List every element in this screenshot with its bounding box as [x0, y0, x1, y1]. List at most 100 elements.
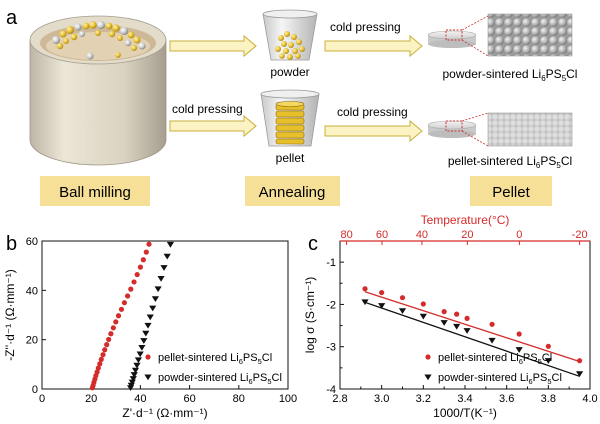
data-point-pellet-sintered [576, 358, 583, 364]
data-point-powder-sintered [144, 322, 152, 329]
x-tick-label: 2.8 [332, 393, 347, 405]
data-point-powder-sintered [131, 367, 140, 374]
data-point-pellet-sintered [464, 315, 470, 321]
data-point-powder-sintered [140, 338, 148, 344]
data-point-pellet-sintered [115, 313, 122, 319]
data-point-pellet-sintered [94, 369, 100, 375]
y-tick-label: 20 [26, 335, 38, 347]
x-tick-label: 3.6 [499, 393, 514, 405]
pellet-sintered-zoom [487, 112, 573, 147]
data-point-powder-sintered [133, 362, 141, 369]
pellet-label: pellet [276, 151, 305, 165]
svg-text:Ball milling: Ball milling [59, 184, 131, 201]
powder-sintered-zoom [487, 13, 573, 57]
data-point-pellet-sintered [100, 352, 106, 358]
data-point-pellet-sintered [441, 309, 447, 315]
legend-marker-powder-sintered [424, 374, 432, 381]
legend-label-powder-sintered: powder-sintered Li6PS5Cl [158, 372, 282, 386]
x-tick-label: 80 [233, 393, 245, 405]
top-axis-tick-label: 80 [340, 229, 352, 241]
data-point-pellet-sintered [102, 347, 108, 353]
plot-frame [41, 240, 289, 390]
fit-line-powder-sintered [364, 301, 580, 377]
panel-label-a: a [6, 7, 18, 29]
legend-label-pellet-sintered: pellet-sintered Li6PS5Cl [158, 352, 272, 366]
data-point-powder-sintered [160, 265, 168, 271]
data-point-powder-sintered [488, 337, 496, 344]
data-point-pellet-sintered [104, 342, 110, 348]
data-point-powder-sintered [127, 382, 135, 389]
x-tick-label: 40 [134, 393, 146, 405]
x-tick-label: 4.0 [582, 393, 597, 405]
arrow-powder-to-sintered [324, 34, 423, 58]
x-tick-label: 60 [183, 393, 195, 405]
pellet-sintered-label: pellet-sintered Li6PS5Cl [448, 154, 572, 170]
x-axis-label: 1000/T(K⁻¹) [433, 406, 497, 420]
data-point-pellet-sintered [125, 293, 131, 299]
data-point-pellet-sintered [545, 343, 551, 349]
pellet-crucible [260, 89, 320, 147]
powder-crucible [262, 9, 318, 61]
svg-text:Annealing: Annealing [259, 184, 326, 201]
data-point-pellet-sintered [97, 361, 103, 367]
x-tick-label: 3.8 [541, 393, 556, 405]
milling-balls [52, 21, 146, 60]
y-tick-label: 60 [26, 236, 38, 248]
data-point-powder-sintered [129, 376, 137, 382]
data-point-powder-sintered [453, 323, 461, 330]
cold-pressing-label-top: cold pressing [330, 20, 401, 34]
data-point-pellet-sintered [516, 331, 522, 337]
legend-marker-pellet-sintered [425, 354, 431, 360]
panel-label-b: b [6, 233, 17, 255]
data-point-powder-sintered [419, 313, 427, 320]
top-axis-tick-label: 60 [376, 229, 388, 241]
legend-marker-powder-sintered [144, 374, 152, 381]
data-point-powder-sintered [146, 314, 154, 321]
legend-label-powder-sintered: powder-sintered Li6PS5Cl [438, 372, 562, 386]
data-point-powder-sintered [440, 320, 448, 326]
x-tick-label: 0 [39, 393, 45, 405]
data-point-powder-sintered [138, 345, 146, 351]
top-axis-tick-label: -20 [572, 229, 588, 241]
fit-line-pellet-sintered [364, 291, 580, 363]
data-point-pellet-sintered [110, 325, 116, 331]
y-tick-label: -4 [326, 384, 336, 396]
powder-sintered-pellet [427, 13, 573, 57]
data-point-pellet-sintered [399, 295, 406, 301]
data-point-pellet-sintered [454, 311, 460, 317]
data-point-powder-sintered [575, 371, 584, 378]
cold-pressing-label-bottom: cold pressing [337, 105, 408, 119]
data-point-pellet-sintered [131, 279, 137, 285]
data-point-pellet-sintered [143, 249, 149, 255]
data-point-powder-sintered [136, 351, 144, 358]
data-point-powder-sintered [142, 330, 150, 337]
ball-mill-jar [29, 15, 167, 166]
arrow-mill-to-pellet [169, 114, 257, 138]
stage-box-pellet: Pellet [470, 176, 552, 206]
legend-marker-pellet-sintered [145, 354, 151, 360]
stage-box-annealing: Annealing [245, 176, 340, 206]
data-point-powder-sintered [149, 305, 157, 312]
data-point-pellet-sintered [379, 289, 385, 296]
data-point-pellet-sintered [489, 321, 495, 327]
x-tick-label: 3.4 [457, 393, 472, 405]
data-point-pellet-sintered [118, 306, 125, 312]
top-axis-tick-label: 40 [416, 229, 428, 241]
x-axis-label: Z'·d⁻¹ (Ω·mm⁻¹) [122, 406, 207, 420]
y-tick-label: 40 [26, 285, 38, 297]
data-point-powder-sintered [166, 241, 175, 248]
data-point-pellet-sintered [106, 336, 112, 343]
data-point-powder-sintered [134, 357, 143, 364]
data-point-powder-sintered [361, 299, 369, 306]
y-axis-label: -Z''·d⁻¹ (Ω·mm⁻¹) [3, 269, 17, 361]
data-point-powder-sintered [154, 286, 162, 293]
legend-label-pellet-sintered: pellet-sintered Li6PS5Cl [438, 352, 552, 366]
arrow-pellet-to-sintered [324, 119, 423, 143]
x-tick-label: 20 [85, 393, 97, 405]
x-tick-label: 3.0 [374, 393, 389, 405]
data-point-pellet-sintered [420, 301, 426, 307]
svg-text:Pellet: Pellet [492, 184, 530, 201]
data-point-pellet-sintered [137, 264, 143, 270]
y-tick-label: -2 [326, 299, 336, 311]
